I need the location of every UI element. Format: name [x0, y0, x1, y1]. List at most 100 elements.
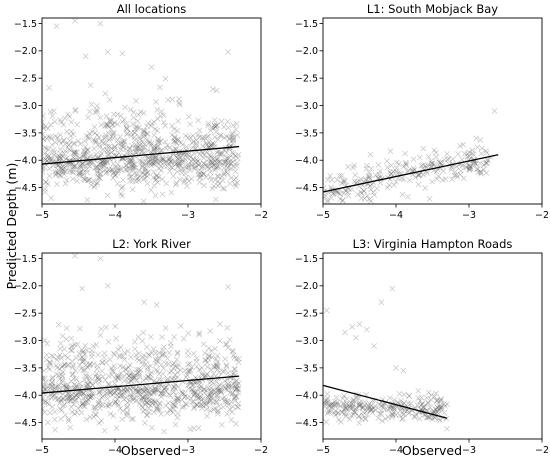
- data-point: [185, 352, 192, 359]
- data-point: [200, 170, 207, 177]
- data-point: [208, 141, 215, 148]
- data-point: [399, 415, 406, 422]
- data-point: [63, 167, 70, 173]
- data-point: [193, 389, 199, 396]
- data-point: [81, 367, 88, 373]
- data-point: [125, 376, 132, 383]
- data-point: [216, 403, 222, 409]
- data-point: [97, 332, 104, 339]
- data-point: [429, 160, 436, 167]
- data-point: [349, 403, 356, 410]
- data-point: [466, 162, 473, 169]
- data-point: [167, 158, 174, 165]
- data-point: [204, 164, 211, 170]
- data-point: [146, 352, 153, 359]
- data-point: [183, 143, 190, 150]
- data-point: [232, 152, 239, 159]
- data-point: [233, 393, 239, 399]
- data-point: [47, 361, 54, 367]
- data-point: [194, 402, 200, 408]
- data-point: [227, 374, 234, 381]
- panel-title: L3: Virginia Hampton Roads: [353, 237, 513, 251]
- data-point: [136, 385, 143, 392]
- data-point: [94, 132, 100, 138]
- data-point: [222, 386, 229, 392]
- data-point: [478, 170, 484, 177]
- data-point: [483, 149, 490, 156]
- data-point: [405, 193, 411, 200]
- data-point: [130, 114, 137, 121]
- data-point: [401, 411, 407, 417]
- data-point: [83, 148, 89, 154]
- data-point: [110, 170, 117, 177]
- data-point: [42, 189, 49, 195]
- data-point: [138, 395, 144, 402]
- data-point: [428, 160, 435, 167]
- data-point: [112, 398, 119, 405]
- data-point: [57, 406, 63, 412]
- data-point: [190, 392, 197, 399]
- data-point: [190, 150, 197, 157]
- data-point: [69, 392, 75, 398]
- data-point: [144, 364, 151, 371]
- data-point: [437, 398, 444, 405]
- data-point: [217, 151, 223, 158]
- data-point: [343, 400, 350, 407]
- data-point: [151, 390, 157, 396]
- data-point: [457, 171, 464, 178]
- data-point: [342, 405, 349, 412]
- data-point: [111, 400, 118, 407]
- data-point: [198, 385, 204, 392]
- data-point: [214, 385, 221, 391]
- data-point: [94, 180, 100, 187]
- data-point: [416, 154, 423, 161]
- data-point: [105, 373, 112, 379]
- data-point: [68, 335, 75, 342]
- data-point: [61, 171, 67, 178]
- data-point-outlier: [104, 49, 111, 55]
- data-point: [427, 404, 433, 411]
- data-point: [221, 134, 228, 141]
- data-point: [179, 404, 186, 411]
- data-point: [98, 138, 105, 144]
- data-point: [232, 168, 239, 175]
- data-point: [183, 164, 189, 171]
- data-point: [152, 350, 159, 356]
- data-point: [155, 136, 162, 142]
- data-point: [76, 172, 83, 179]
- data-point: [113, 164, 119, 171]
- data-point: [187, 167, 193, 174]
- data-point: [55, 354, 61, 361]
- data-point: [54, 162, 61, 169]
- panel-title: All locations: [117, 2, 187, 16]
- data-point: [152, 387, 159, 394]
- data-point: [153, 155, 160, 161]
- data-point: [438, 404, 445, 411]
- data-point: [347, 403, 354, 410]
- data-point-outlier: [225, 49, 231, 55]
- data-point: [118, 185, 125, 192]
- data-point: [42, 164, 48, 170]
- data-point: [217, 387, 224, 393]
- data-point: [466, 165, 473, 172]
- data-point: [211, 183, 217, 190]
- data-point: [142, 401, 149, 407]
- data-point: [117, 165, 124, 171]
- data-point: [195, 395, 202, 401]
- data-point: [65, 394, 71, 401]
- data-point: [206, 397, 213, 404]
- data-point: [216, 338, 223, 344]
- data-point: [193, 401, 200, 408]
- data-point: [159, 352, 166, 359]
- data-point: [176, 99, 182, 106]
- data-point: [391, 182, 397, 188]
- data-point: [133, 377, 140, 384]
- data-point: [152, 400, 159, 406]
- data-point: [136, 124, 142, 131]
- data-point: [422, 402, 428, 408]
- data-point: [146, 158, 152, 165]
- data-point: [94, 374, 101, 381]
- data-point: [225, 155, 231, 162]
- data-point: [108, 126, 115, 132]
- data-point: [128, 369, 135, 376]
